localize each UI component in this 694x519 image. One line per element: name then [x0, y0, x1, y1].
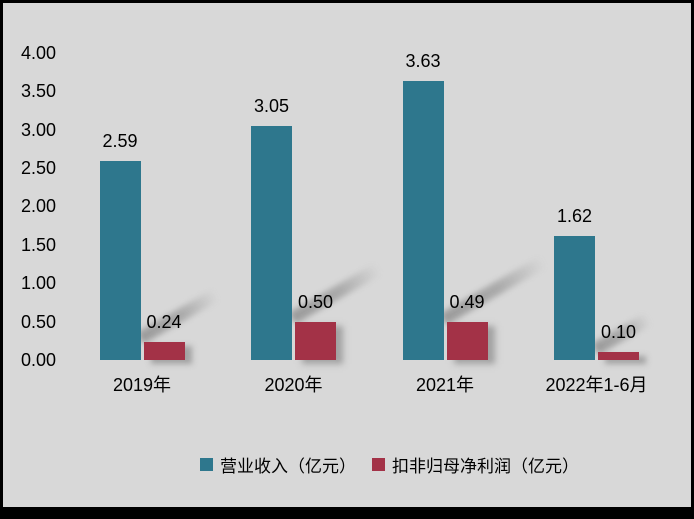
- net-profit-bar: [446, 322, 488, 360]
- net-profit-value-label: 0.10: [600, 322, 637, 343]
- y-axis-tick-label: 1.00: [20, 273, 56, 294]
- revenue-value-label: 3.05: [253, 95, 290, 116]
- y-axis-tick-label: 3.00: [20, 119, 56, 140]
- y-axis-tick-label: 2.00: [20, 196, 56, 217]
- net-profit-bar: [295, 321, 336, 360]
- net-profit-legend-label: 扣非归母净利润（亿元）: [392, 456, 579, 476]
- y-axis-tick-label: 0.50: [20, 311, 56, 332]
- net-profit-value-label: 0.24: [146, 311, 182, 332]
- legend-item-revenue: 营业收入（亿元）: [200, 452, 356, 477]
- x-axis-category-label: 2021年: [415, 375, 475, 395]
- x-axis-category-label: 2019年: [112, 375, 172, 395]
- net-profit-legend-swatch: [372, 457, 385, 471]
- y-axis-tick-label: 3.50: [20, 81, 56, 102]
- revenue-bar: [251, 125, 292, 360]
- revenue-legend-swatch: [200, 457, 213, 471]
- revenue-value-label: 3.63: [405, 51, 441, 72]
- y-axis-tick-label: 0.00: [20, 350, 56, 370]
- chart-legend: 营业收入（亿元） 扣非归母净利润（亿元）: [200, 451, 579, 477]
- revenue-bar: [554, 235, 595, 360]
- y-axis-tick-label: 1.50: [20, 234, 56, 255]
- y-axis-tick-label: 2.50: [20, 158, 56, 178]
- x-axis-category-label: 2020年: [264, 375, 323, 395]
- revenue-bar: [402, 81, 444, 360]
- revenue-value-label: 2.59: [102, 131, 138, 152]
- revenue-value-label: 1.62: [556, 205, 593, 226]
- y-axis-tick-label: 4.00: [20, 42, 56, 63]
- legend-item-net-profit: 扣非归母净利润（亿元）: [372, 452, 579, 477]
- x-axis-category-label: 2022年1-6月: [545, 375, 648, 395]
- revenue-bar: [99, 161, 141, 360]
- net-profit-bar: [143, 341, 185, 360]
- net-profit-value-label: 0.50: [297, 291, 334, 312]
- revenue-legend-label: 营业收入（亿元）: [220, 456, 356, 476]
- net-profit-value-label: 0.49: [449, 292, 485, 313]
- net-profit-bar: [598, 352, 639, 360]
